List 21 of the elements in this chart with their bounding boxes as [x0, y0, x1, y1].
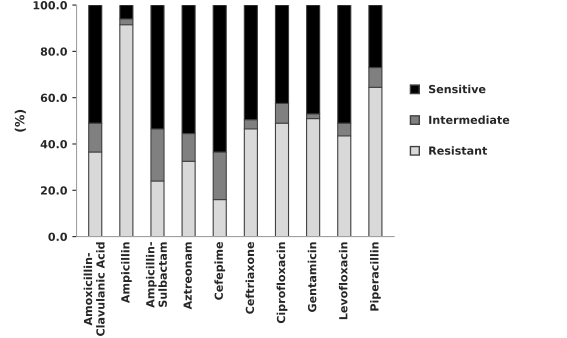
y-tick-label: 0.0	[48, 232, 67, 241]
x-tick-label: Piperacillin	[370, 242, 381, 311]
legend-label: Sensitive	[428, 84, 486, 94]
x-tick-label: Ceftriaxone	[245, 242, 254, 314]
y-tick-label: 60.0	[40, 94, 67, 102]
bar	[306, 118, 320, 237]
x-tick-label: Amoxicillin- Clavulanic Acid	[84, 242, 105, 336]
y-tick-label: 20.0	[40, 186, 67, 195]
x-tick-label: Cefepime	[214, 242, 226, 300]
legend-label: Resistant	[429, 146, 488, 155]
y-tick-label: 80.0	[40, 47, 67, 56]
x-tick-label: Levofloxacin	[338, 242, 348, 320]
x-tick-label: Ciprofloxacin	[276, 242, 288, 324]
y-axis-title: (%)	[14, 110, 26, 132]
y-tick-label: 100.0	[34, 1, 67, 10]
x-tick-label: Ampicillin- Sulbactam	[146, 242, 167, 308]
x-tick-label: Ampicillin	[120, 242, 132, 304]
legend-label: Intermediate	[429, 115, 510, 124]
y-tick-label: 40.0	[40, 140, 67, 148]
x-tick-label: Aztreonam	[184, 242, 192, 310]
x-tick-label: Gentamicin	[308, 242, 316, 312]
